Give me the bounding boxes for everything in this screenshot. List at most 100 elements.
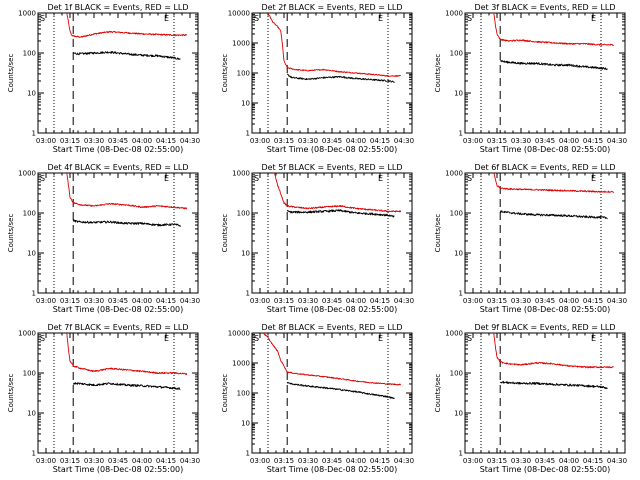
y-tick-label: 1	[246, 450, 250, 458]
x-tick-label: 04:30	[394, 137, 414, 145]
x-tick-label: 04:00	[346, 297, 366, 305]
x-tick-label: 03:15	[274, 137, 294, 145]
lld-rate-line	[493, 333, 614, 369]
lld-rate-line	[267, 12, 402, 77]
x-tick-label: 04:00	[132, 297, 152, 305]
x-axis-label: Start Time (08-Dec-08 02:55:00)	[480, 465, 611, 474]
x-tick-label: 03:30	[84, 457, 104, 465]
y-axis-label: Counts/sec	[221, 214, 229, 253]
y-tick-label: 100	[23, 210, 36, 218]
y-tick-label: 10	[27, 250, 36, 258]
lld-rate-line	[493, 172, 615, 193]
x-tick-label: 03:15	[487, 457, 507, 465]
x-tick-label: 03:30	[511, 137, 531, 145]
x-tick-label: 03:45	[535, 457, 555, 465]
y-tick-label: 1	[459, 290, 463, 298]
x-tick-label: 03:00	[250, 137, 270, 145]
x-tick-label: 04:15	[370, 297, 390, 305]
y-axis-label: Counts/sec	[7, 374, 15, 413]
x-tick-label: 03:00	[463, 297, 483, 305]
y-tick-label: 10	[27, 90, 36, 98]
x-tick-label: 03:45	[108, 137, 128, 145]
end-corner-label: E	[164, 174, 169, 183]
y-tick-label: 1	[32, 290, 36, 298]
events-rate-line	[286, 73, 395, 83]
y-tick-label: 1	[459, 450, 463, 458]
y-tick-label: 1000	[445, 10, 463, 18]
x-tick-label: 03:00	[463, 457, 483, 465]
lld-rate-line	[493, 12, 615, 46]
x-tick-label: 04:15	[583, 457, 603, 465]
x-tick-label: 04:30	[180, 137, 200, 145]
events-rate-line	[72, 219, 181, 227]
y-tick-label: 10000	[228, 330, 250, 338]
y-tick-label: 100	[450, 370, 463, 378]
lld-rate-line	[273, 172, 402, 213]
x-tick-label: 04:30	[607, 457, 627, 465]
y-tick-label: 1000	[445, 170, 463, 178]
end-corner-label: E	[164, 14, 169, 23]
chart-title: Det 2f BLACK = Events, RED = LLD	[261, 3, 402, 12]
x-tick-label: 03:45	[322, 457, 342, 465]
y-tick-label: 1000	[445, 330, 463, 338]
x-tick-label: 03:45	[108, 297, 128, 305]
events-rate-line	[499, 380, 608, 389]
lld-rate-line	[66, 172, 188, 210]
lld-rate-line	[66, 332, 188, 376]
start-corner-label: S	[40, 14, 45, 23]
x-tick-label: 03:00	[36, 297, 56, 305]
x-tick-label: 03:30	[298, 457, 318, 465]
start-corner-label: S	[467, 14, 472, 23]
x-tick-label: 03:15	[274, 457, 294, 465]
start-corner-label: S	[254, 334, 259, 343]
chart-title: Det 5f BLACK = Events, RED = LLD	[261, 163, 402, 172]
y-axis-label: Counts/sec	[434, 374, 442, 413]
end-corner-label: E	[164, 334, 169, 343]
y-axis-label: Counts/sec	[434, 54, 442, 93]
y-tick-label: 10	[454, 250, 463, 258]
x-axis-label: Start Time (08-Dec-08 02:55:00)	[267, 465, 398, 474]
y-tick-label: 1000	[232, 40, 250, 48]
y-tick-label: 1	[246, 290, 250, 298]
x-tick-label: 04:15	[156, 457, 176, 465]
x-tick-label: 03:00	[250, 457, 270, 465]
x-tick-label: 03:00	[36, 137, 56, 145]
x-tick-label: 04:30	[607, 137, 627, 145]
x-tick-label: 03:45	[322, 137, 342, 145]
y-axis-label: Counts/sec	[7, 214, 15, 253]
start-corner-label: S	[254, 174, 259, 183]
x-tick-label: 04:00	[346, 137, 366, 145]
x-tick-label: 03:00	[250, 297, 270, 305]
y-tick-label: 10000	[228, 10, 250, 18]
x-tick-label: 03:45	[322, 297, 342, 305]
x-tick-label: 04:00	[559, 457, 579, 465]
y-tick-label: 10	[241, 420, 250, 428]
end-corner-label: E	[591, 174, 596, 183]
y-tick-label: 10	[454, 90, 463, 98]
y-tick-label: 10	[241, 100, 250, 108]
x-tick-label: 03:30	[511, 457, 531, 465]
x-axis-label: Start Time (08-Dec-08 02:55:00)	[480, 145, 611, 154]
y-tick-label: 1000	[232, 360, 250, 368]
y-axis-label: Counts/sec	[221, 54, 229, 93]
events-rate-line	[286, 381, 395, 400]
x-axis-label: Start Time (08-Dec-08 02:55:00)	[267, 145, 398, 154]
chart-title: Det 1f BLACK = Events, RED = LLD	[47, 3, 188, 12]
y-tick-label: 10	[454, 410, 463, 418]
x-tick-label: 03:15	[60, 137, 80, 145]
start-corner-label: S	[40, 334, 45, 343]
start-corner-label: S	[467, 174, 472, 183]
x-tick-label: 04:15	[370, 137, 390, 145]
events-rate-line	[72, 382, 181, 390]
lld-rate-line	[262, 332, 402, 386]
chart-title: Det 8f BLACK = Events, RED = LLD	[261, 323, 402, 332]
start-corner-label: S	[40, 174, 45, 183]
x-tick-label: 04:00	[559, 137, 579, 145]
events-rate-line	[286, 209, 395, 218]
y-tick-label: 10	[27, 410, 36, 418]
y-tick-label: 1	[32, 450, 36, 458]
end-corner-label: E	[378, 14, 383, 23]
